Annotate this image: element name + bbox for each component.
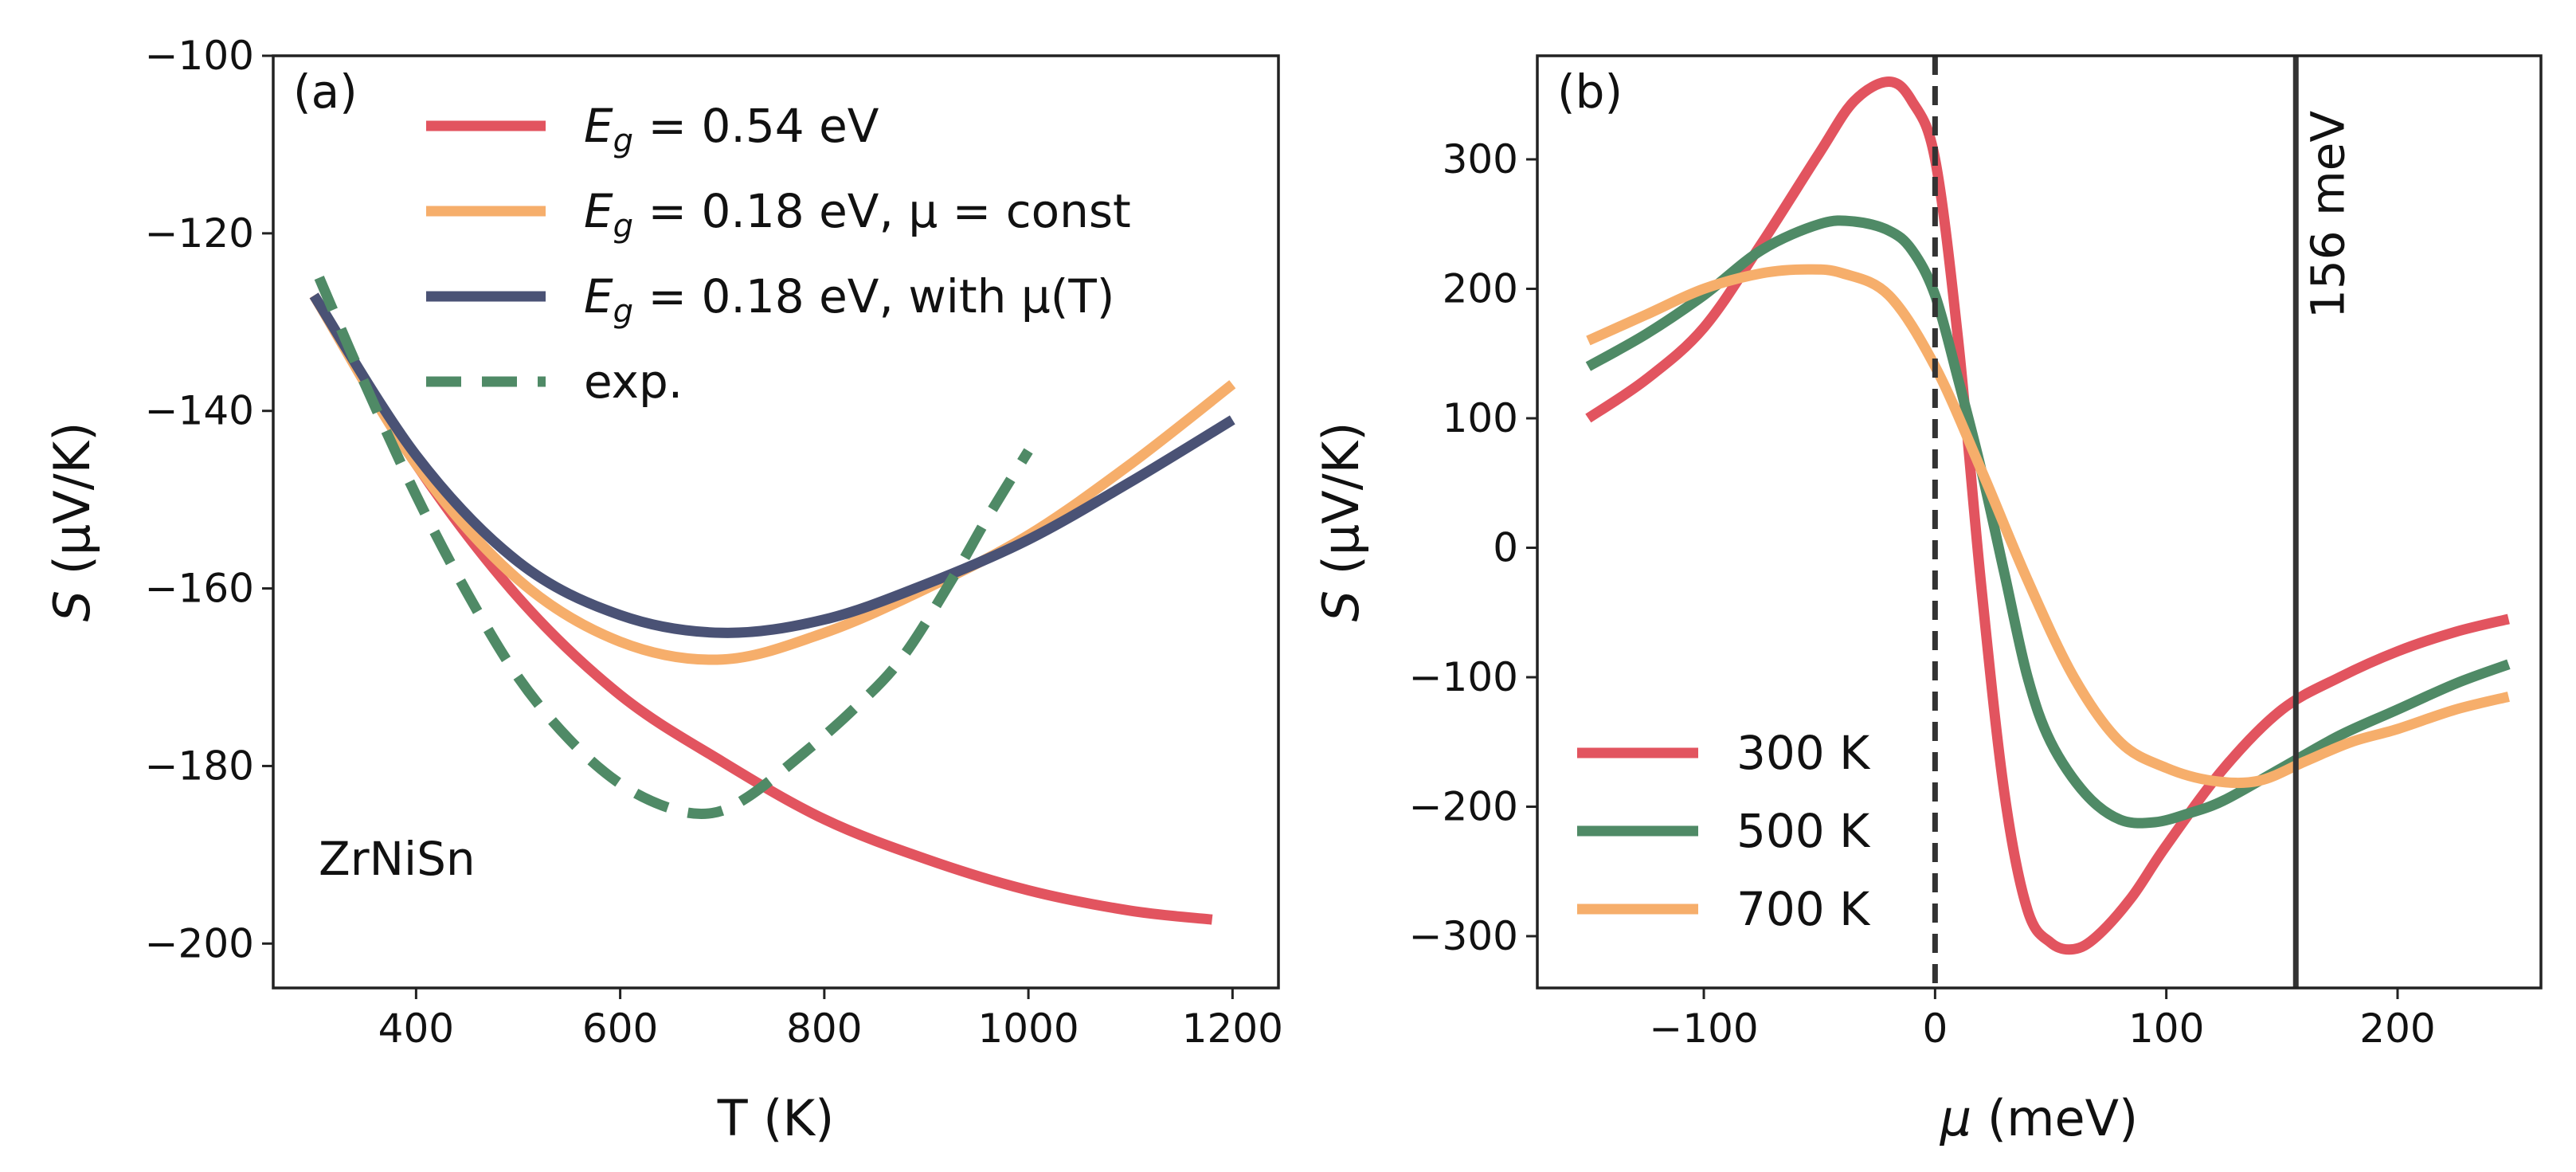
xtick-label-a-4: 1200 [1182,1005,1283,1052]
legend-label-main: E [584,99,613,153]
ytick-label-a-5: −200 [145,920,254,966]
legend-label-a-0: Eg = 0.54 eV [584,99,879,159]
panel-b-ylabel-main: S [1312,590,1370,621]
ytick-label-b-4: −100 [1409,654,1518,700]
panel-b-legend: 300 K 500 K 700 K [1577,726,1871,936]
panel-a-ylabel: S (μV/K) [43,422,101,622]
legend-label-sub: g [613,293,633,330]
panel-b-ylabel: S (μV/K) [1312,422,1370,622]
panel-b-vlines: 156 meV [1932,56,2355,988]
panel-b-xlabel-units: (meV) [1971,1089,2138,1147]
series-line-a-2 [309,292,1235,638]
xtick-label-a-0: 400 [378,1005,454,1052]
panel-a-ticks: 400 600 800 1000 1200 −100 −120 −140 −160 −180 −20… [145,33,1283,1052]
legend-label-rest: = 0.54 eV [633,99,879,153]
series-line-b-2 [1586,264,2510,789]
panel-a-frame [272,54,1280,990]
series-line-a-1 [309,292,1236,665]
series-line-b-0 [1585,76,2510,955]
ytick-label-b-3: 0 [1493,525,1518,571]
xtick-label-b-0: −100 [1649,1005,1758,1052]
legend-label-b-2: 700 K [1736,882,1871,936]
legend-label-main: exp. [584,355,683,409]
legend-label-rest: = 0.18 eV, with μ(T) [633,269,1114,323]
ytick-label-b-6: −300 [1409,913,1518,959]
legend-label-b-0: 300 K [1736,726,1871,780]
ytick-label-a-3: −160 [145,566,254,612]
xtick-label-a-3: 1000 [977,1005,1079,1052]
ytick-label-a-1: −120 [145,210,254,257]
panel-a-ylabel-main: S [43,590,101,621]
xtick-label-a-2: 800 [786,1005,862,1052]
legend-label-main: E [584,269,613,323]
panel-b-xlabel: μ (meV) [1940,1089,2139,1147]
legend-label-a-1: Eg = 0.18 eV, μ = const [584,184,1131,245]
panel-b-xlabel-main: μ [1940,1089,1971,1147]
legend-label-rest: = 0.18 eV, μ = const [633,184,1131,238]
xtick-label-b-1: 0 [1922,1005,1948,1052]
vline-label-1: 156 meV [2300,111,2355,319]
ytick-label-a-0: −100 [145,33,254,79]
legend-label-sub: g [613,208,633,245]
ytick-label-a-4: −180 [145,743,254,789]
panel-b-label: (b) [1557,65,1623,119]
xtick-label-a-1: 600 [582,1005,658,1052]
panel-b-ticks: −100 0 100 200 300 200 100 0 −100 −200 −300 [1409,136,2436,1052]
legend-label-b-1: 500 K [1736,804,1871,858]
ytick-label-b-1: 200 [1443,266,1518,312]
legend-label-main: E [584,184,613,238]
xtick-label-b-3: 200 [2359,1005,2435,1052]
ytick-label-a-2: −140 [145,388,254,434]
panel-b-ylabel-units: (μV/K) [1312,422,1370,591]
panel-b-frame [1536,54,2543,990]
xtick-label-b-2: 100 [2128,1005,2204,1052]
ytick-label-b-5: −200 [1409,784,1518,830]
ytick-label-b-0: 300 [1443,136,1518,182]
series-line-a-3 [314,276,1033,819]
panel-a-label: (a) [293,65,358,119]
panel-b: 156 meV −100 0 100 200 300 200 100 0 −100 −200 −30… [1312,54,2543,1147]
legend-label-a-2: Eg = 0.18 eV, with μ(T) [584,269,1114,330]
ytick-label-b-2: 100 [1443,395,1518,441]
panel-a-ylabel-units: (μV/K) [43,422,101,591]
panel-a-xlabel: T (K) [717,1089,835,1147]
panel-a: 400 600 800 1000 1200 −100 −120 −140 −160 −180 −20… [43,33,1283,1147]
legend-label-a-3: exp. [584,355,683,409]
series-line-a-0 [309,292,1213,925]
legend-label-sub: g [613,123,633,159]
panel-a-series [309,276,1236,925]
panel-a-annotation: ZrNiSn [319,832,476,886]
panel-b-series [1585,76,2511,955]
